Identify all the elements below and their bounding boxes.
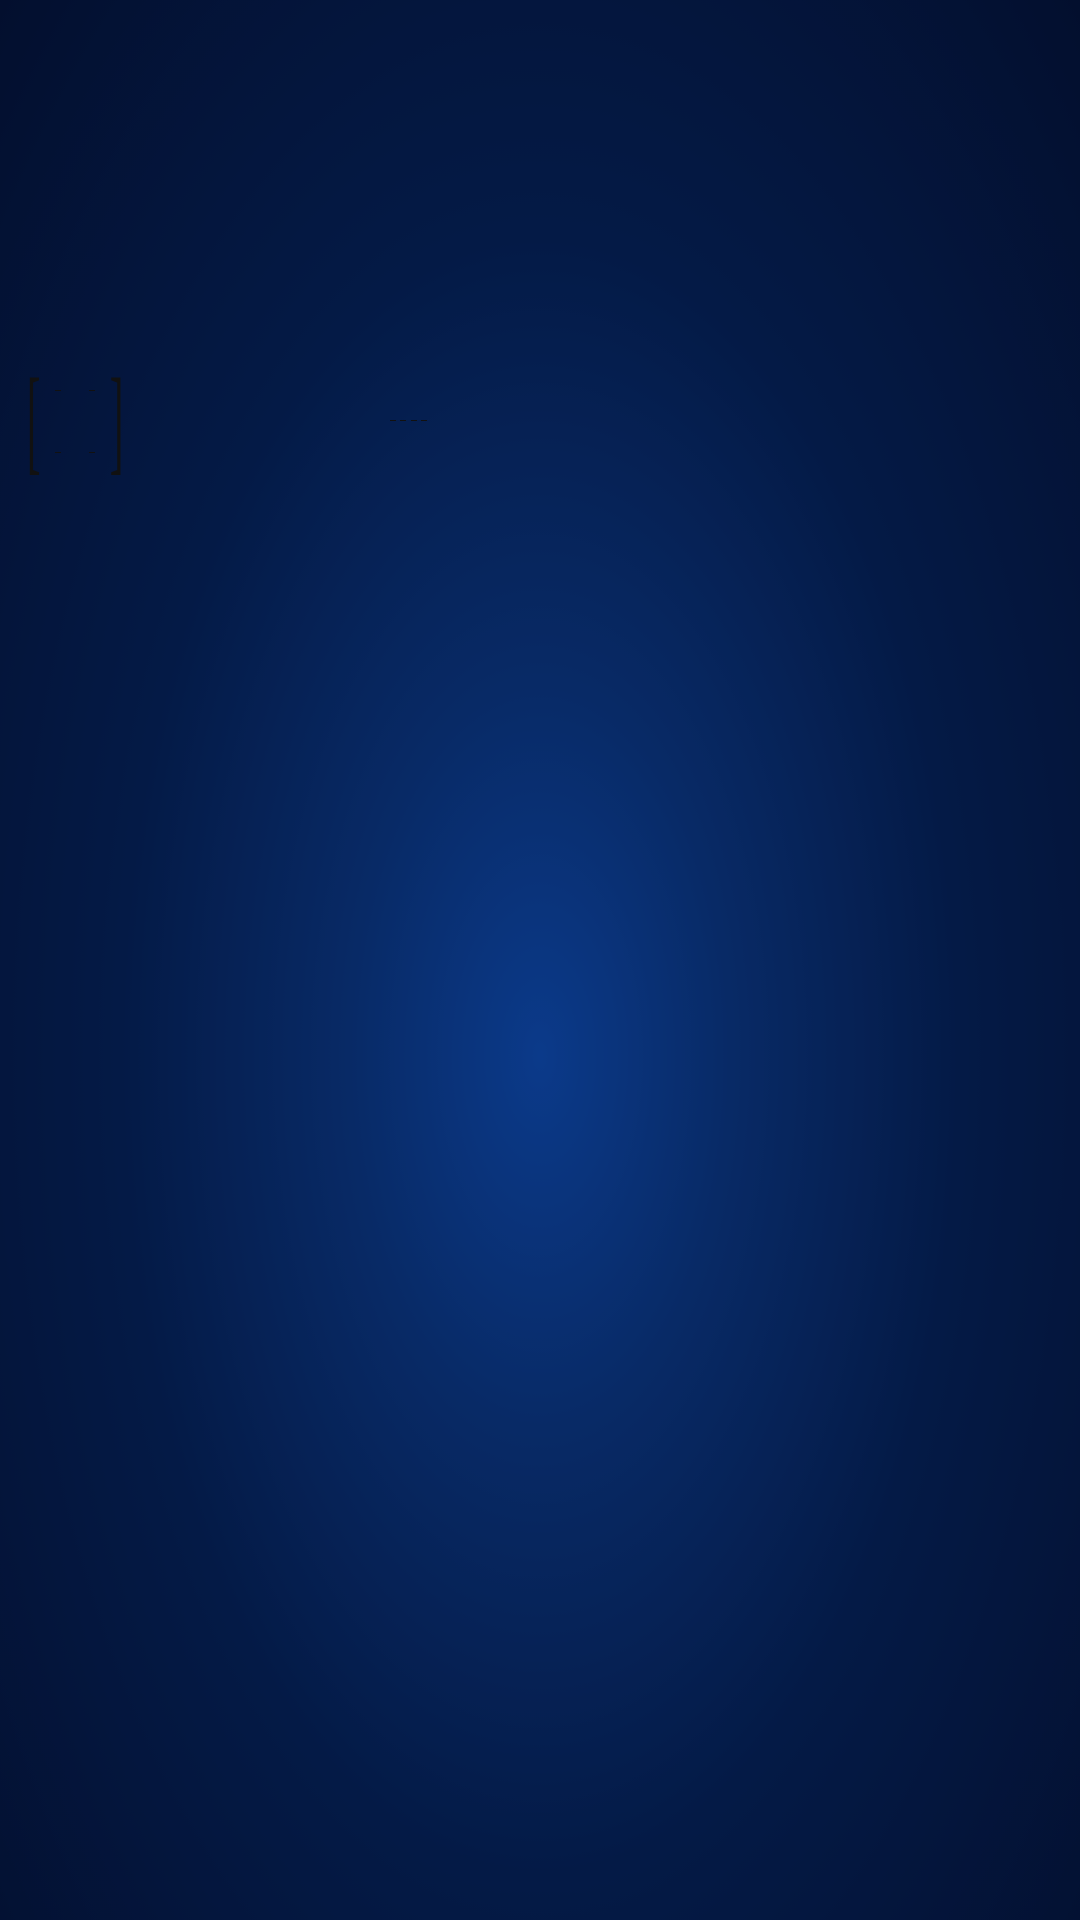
jacobian-equation: [ ] [10,370,137,470]
vehicle-kinematics-diagram [8,8,388,328]
taylor-expansion [390,400,427,437]
jacobian-matrix [53,370,97,470]
title-block [0,0,1080,14]
